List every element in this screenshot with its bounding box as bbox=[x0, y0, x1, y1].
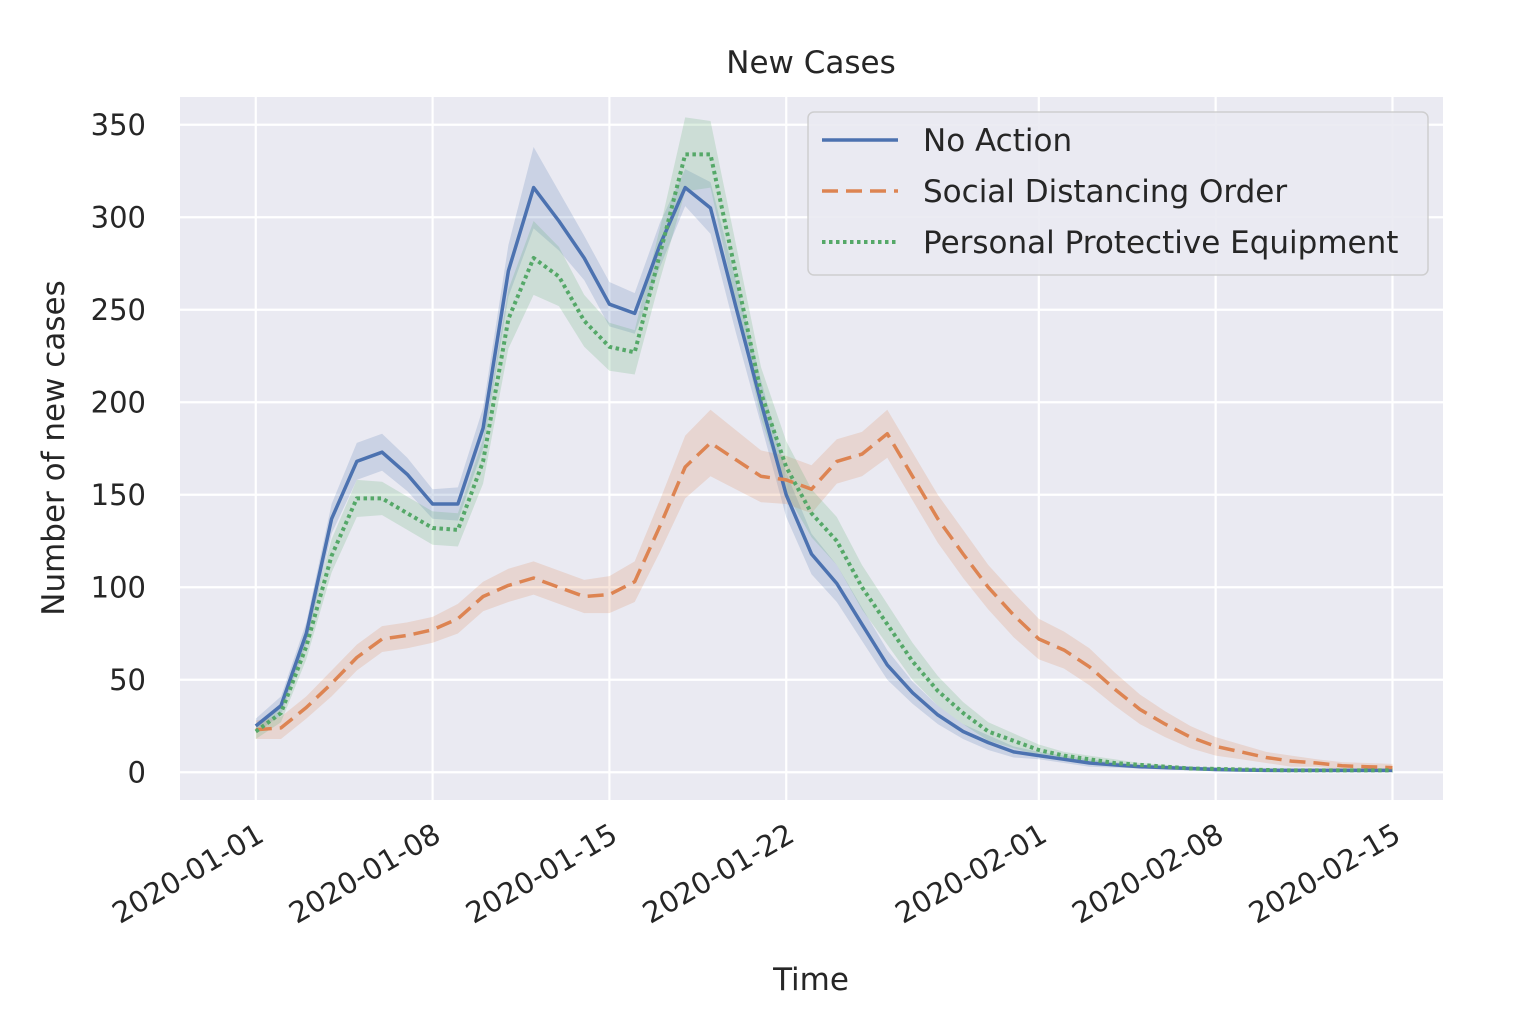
x-tick-label: 2020-01-22 bbox=[637, 817, 800, 931]
x-tick-label: 2020-01-01 bbox=[106, 817, 269, 931]
confidence-bands bbox=[255, 117, 1393, 773]
y-tick-label: 100 bbox=[91, 570, 146, 604]
legend-label-social-distancing: Social Distancing Order bbox=[923, 174, 1287, 210]
y-tick-label: 50 bbox=[109, 663, 146, 697]
grid bbox=[180, 97, 1443, 800]
legend-box bbox=[807, 111, 1429, 276]
band-social-distancing-order bbox=[255, 409, 1393, 772]
series-line-social-distancing-order bbox=[255, 431, 1393, 770]
x-tick-label: 2020-02-01 bbox=[889, 817, 1052, 931]
x-tick-label: 2020-01-15 bbox=[460, 817, 623, 931]
series-line-no-action bbox=[254, 185, 1393, 773]
legend: No Action Social Distancing Order Person… bbox=[807, 111, 1429, 276]
x-axis-label: Time bbox=[772, 962, 849, 998]
y-tick-label: 0 bbox=[128, 755, 146, 789]
legend-label-ppe: Personal Protective Equipment bbox=[923, 225, 1398, 261]
x-tick-label: 2020-01-08 bbox=[283, 817, 446, 931]
y-tick-label: 350 bbox=[91, 108, 146, 142]
chart-title: New Cases bbox=[726, 45, 896, 81]
band-personal-protective-equipment bbox=[255, 117, 1393, 773]
y-tick-label: 200 bbox=[91, 385, 146, 419]
x-tick-label: 2020-02-08 bbox=[1066, 817, 1229, 931]
series-lines bbox=[254, 152, 1393, 773]
y-tick-label: 300 bbox=[91, 200, 146, 234]
legend-label-no-action: No Action bbox=[923, 123, 1072, 159]
y-tick-label: 250 bbox=[91, 293, 146, 327]
y-axis-label: Number of new cases bbox=[36, 280, 72, 615]
x-tick-label: 2020-02-15 bbox=[1243, 817, 1406, 931]
y-tick-label: 150 bbox=[91, 478, 146, 512]
